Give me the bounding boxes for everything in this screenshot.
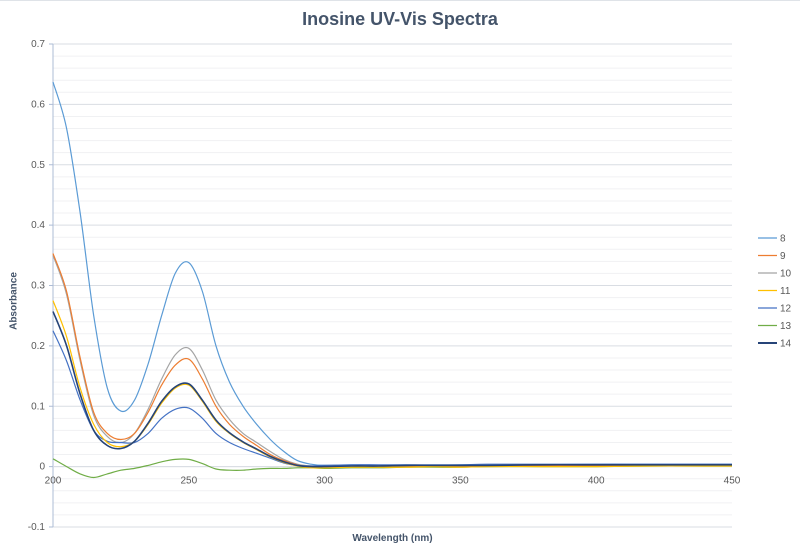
y-tick-label: 0.1 — [31, 401, 45, 412]
legend-label: 12 — [780, 304, 792, 315]
series-line-10 — [52, 255, 733, 467]
legend-label: 13 — [780, 321, 792, 332]
series-line-12 — [52, 330, 732, 467]
legend-label: 8 — [780, 234, 786, 245]
y-tick-label: 0.3 — [31, 281, 45, 292]
legend-item-8: 8 — [758, 234, 786, 245]
x-tick-label: 200 — [45, 476, 62, 487]
legend-item-14: 14 — [758, 339, 792, 350]
series-line-13 — [52, 458, 732, 479]
data-series — [52, 81, 733, 479]
y-tick-label: 0.5 — [31, 160, 45, 171]
y-tick-label: 0.4 — [31, 220, 45, 231]
legend-label: 11 — [780, 286, 791, 297]
y-tick-label: 0.2 — [31, 341, 45, 352]
x-tick-label: 300 — [316, 476, 333, 487]
x-tick-label: 450 — [724, 476, 741, 487]
y-tick-label: -0.1 — [28, 522, 46, 533]
legend-item-11: 11 — [758, 286, 791, 297]
legend-item-10: 10 — [758, 269, 792, 280]
y-tick-label: 0.6 — [31, 99, 45, 110]
x-axis-label: Wavelength (nm) — [352, 533, 433, 544]
legend-item-12: 12 — [758, 304, 792, 315]
gridlines — [53, 43, 732, 528]
y-tick-label: 0 — [39, 462, 45, 473]
x-tick-label: 250 — [180, 476, 197, 487]
y-tick-label: 0.7 — [31, 39, 45, 50]
series-line-14 — [52, 311, 732, 468]
legend-item-13: 13 — [758, 321, 792, 332]
x-tick-label: 400 — [588, 476, 605, 487]
x-tick-label: 350 — [452, 476, 469, 487]
legend-label: 9 — [780, 251, 786, 262]
legend-label: 10 — [780, 269, 792, 280]
legend-label: 14 — [780, 339, 792, 350]
legend-item-9: 9 — [758, 251, 786, 262]
chart-title: Inosine UV-Vis Spectra — [302, 9, 498, 29]
legend: 8 9 10 11 12 13 14 — [758, 234, 792, 350]
